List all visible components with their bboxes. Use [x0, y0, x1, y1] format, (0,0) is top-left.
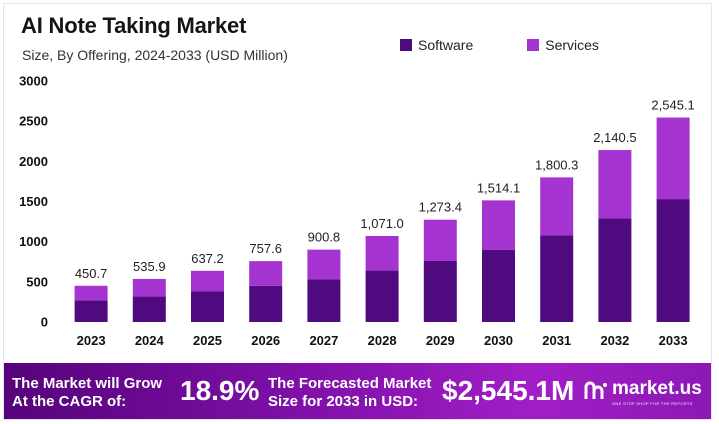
- bar-software-2030: [482, 249, 515, 322]
- bar-total-label: 1,800.3: [535, 157, 578, 172]
- legend-swatch-software: [400, 39, 412, 51]
- chart-card: AI Note Taking Market Size, By Offering,…: [3, 3, 712, 420]
- x-axis-tick-label: 2027: [309, 333, 338, 348]
- bar-services-2024: [132, 278, 166, 297]
- brand-tagline: ONE STOP SHOP FOR THE REPORTS: [612, 401, 693, 406]
- bar-total-label: 1,273.4: [419, 200, 462, 215]
- x-axis-tick-label: 2026: [251, 333, 280, 348]
- bar-total-label: 2,140.5: [593, 130, 636, 145]
- bar-software-2029: [423, 260, 457, 322]
- x-axis-tick-label: 2023: [77, 333, 106, 348]
- y-axis-tick-label: 0: [41, 315, 48, 330]
- bar-services-2033: [656, 117, 690, 200]
- brand-name: market.us: [612, 378, 702, 399]
- cagr-caption-line1: The Market will Grow: [12, 375, 163, 392]
- x-axis-tick-label: 2033: [659, 333, 688, 348]
- x-axis-tick-label: 2025: [193, 333, 222, 348]
- bar-total-label: 1,514.1: [477, 180, 520, 195]
- bar-services-2031: [540, 177, 574, 236]
- chart-subtitle: Size, By Offering, 2024-2033 (USD Millio…: [22, 47, 288, 63]
- bar-total-label: 1,071.0: [360, 216, 403, 231]
- bar-software-2025: [191, 291, 224, 322]
- legend-swatch-services: [527, 39, 540, 51]
- forecast-caption-line2: Size for 2033 in USD:: [268, 393, 419, 410]
- x-axis-tick-label: 2028: [368, 333, 397, 348]
- bar-services-2025: [191, 270, 224, 292]
- bar-software-2031: [540, 235, 574, 322]
- bar-services-2027: [307, 249, 341, 280]
- y-axis-tick-label: 2500: [19, 114, 48, 129]
- bar-total-label: 900.8: [308, 230, 341, 245]
- bar-total-label: 757.6: [249, 241, 282, 256]
- y-axis-tick-label: 1500: [19, 194, 48, 209]
- bar-services-2032: [598, 150, 632, 219]
- bar-services-2026: [249, 261, 283, 286]
- bar-services-2029: [423, 219, 457, 261]
- legend-item-software: Software: [400, 37, 473, 53]
- x-axis-tick-label: 2029: [426, 333, 455, 348]
- bar-software-2024: [132, 296, 166, 322]
- y-axis-tick-label: 1000: [19, 234, 48, 249]
- bar-services-2030: [482, 200, 515, 250]
- bar-software-2027: [307, 279, 341, 322]
- bar-total-label: 535.9: [133, 259, 166, 274]
- y-axis-tick-label: 500: [26, 274, 48, 289]
- chart-title: AI Note Taking Market: [21, 13, 247, 38]
- bar-services-2028: [365, 235, 399, 271]
- bar-software-2023: [74, 300, 108, 322]
- cagr-caption-line2: At the CAGR of:: [12, 393, 127, 410]
- cagr-caption: The Market will Grow At the CAGR of:: [12, 375, 162, 411]
- forecast-caption-line1: The Forecasted Market: [268, 375, 432, 392]
- footer-banner: The Market will Grow At the CAGR of: 18.…: [4, 363, 711, 419]
- bar-total-label: 637.2: [191, 251, 224, 266]
- x-axis-tick-label: 2031: [542, 333, 571, 348]
- bar-total-label: 450.7: [75, 266, 108, 281]
- stacked-bar-chart: 0 500 1000 1500 2000 2500 3000 450.7 2023 535.9 20…: [19, 74, 695, 349]
- x-axis-tick-label: 2030: [484, 333, 513, 348]
- bar-total-label: 2,545.1: [651, 98, 694, 113]
- forecast-value: $2,545.1M: [442, 375, 575, 406]
- y-axis-tick-label: 3000: [19, 74, 48, 89]
- cagr-value: 18.9%: [180, 375, 260, 406]
- bar-software-2028: [365, 270, 399, 322]
- bar-services-2023: [74, 285, 108, 301]
- bar-software-2032: [598, 218, 632, 322]
- x-axis-tick-label: 2032: [600, 333, 629, 348]
- forecast-caption: The Forecasted Market Size for 2033 in U…: [268, 375, 431, 411]
- legend: Software Services: [400, 37, 599, 53]
- y-axis-tick-label: 2000: [19, 154, 48, 169]
- bar-software-2026: [249, 285, 283, 322]
- bar-software-2033: [656, 199, 690, 322]
- legend-item-services: Services: [527, 37, 599, 53]
- market-us-logo-icon: [584, 381, 607, 399]
- legend-label-software: Software: [418, 37, 474, 53]
- legend-label-services: Services: [545, 37, 599, 53]
- x-axis-tick-label: 2024: [135, 333, 165, 348]
